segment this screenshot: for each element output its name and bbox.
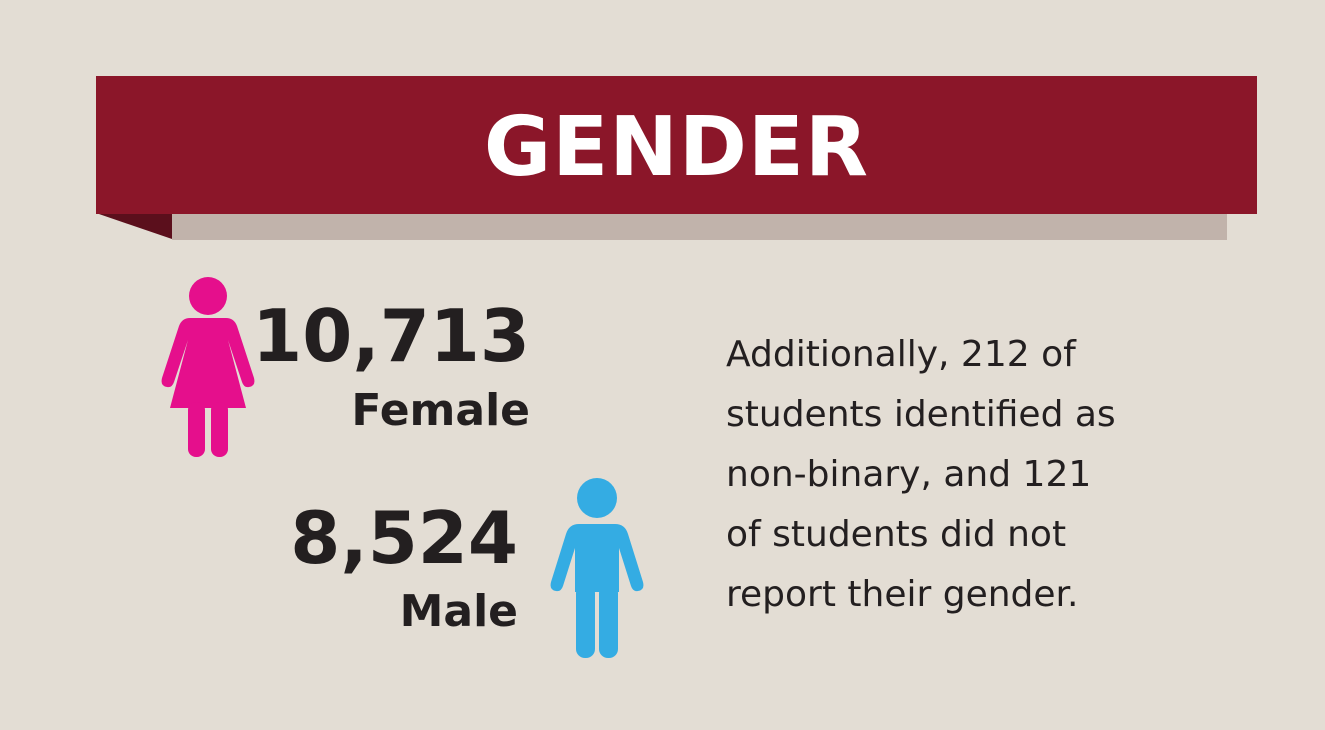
additional-note: Additionally, 212 of students identified… <box>726 325 1176 625</box>
banner-shadow <box>172 212 1227 240</box>
banner-fold <box>96 213 172 239</box>
note-line: Additionally, 212 of <box>726 334 1076 375</box>
female-person-icon <box>161 277 255 457</box>
note-line: students identified as <box>726 394 1116 435</box>
note-line: non-binary, and 121 <box>726 454 1092 495</box>
female-count: 10,713 <box>252 294 530 378</box>
note-line: report their gender. <box>726 574 1079 615</box>
note-line: of students did not <box>726 514 1067 555</box>
male-label: Male <box>399 586 518 637</box>
page-title: GENDER <box>483 100 870 195</box>
male-count: 8,524 <box>290 496 518 580</box>
male-person-icon <box>550 478 644 658</box>
female-label: Female <box>351 385 530 436</box>
title-banner: GENDER <box>96 76 1257 214</box>
